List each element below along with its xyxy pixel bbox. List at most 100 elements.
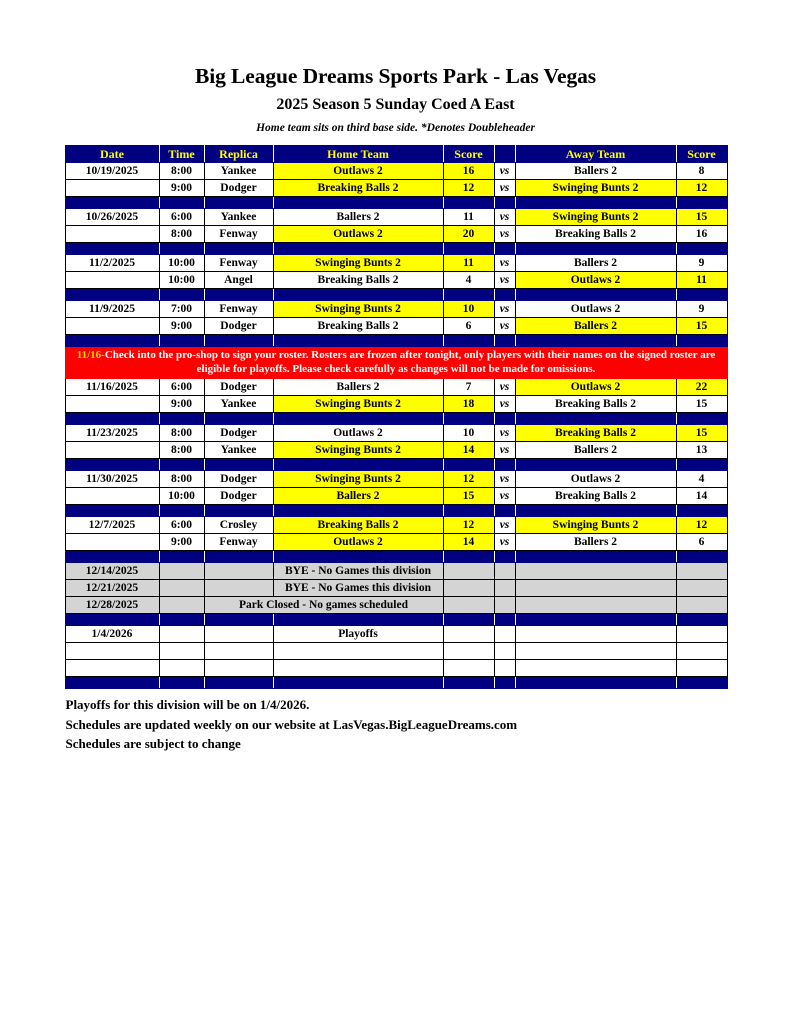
cell-vs-label: vs: [493, 424, 516, 443]
bye-row: 12/28/2025 Park Closed - No games schedul…: [64, 596, 728, 615]
cell-replica: Yankee: [203, 441, 274, 460]
spacer-cell: [158, 676, 205, 690]
cell-vs-label: vs: [493, 300, 516, 319]
spacer-cell: [675, 504, 728, 518]
cell-vs-label: vs: [493, 271, 516, 290]
spacer-cell: [675, 676, 728, 690]
cell-date: 11/23/2025: [64, 424, 160, 443]
cell-away-team: Ballers 2: [514, 254, 677, 273]
table-row: 11/16/2025 6:00 Dodger Ballers 2 7 vs Outlaws …: [64, 378, 728, 397]
table-spacer-row: [64, 504, 728, 518]
cell-home-team: Ballers 2: [272, 208, 444, 227]
cell-time: 10:00: [158, 487, 205, 506]
spacer-cell: [442, 458, 495, 472]
cell-vs-label: [493, 562, 516, 581]
cell-vs-label: vs: [493, 225, 516, 244]
spacer-cell: [64, 288, 160, 302]
spacer-cell: [158, 504, 205, 518]
spacer-cell: [493, 288, 516, 302]
page-title: Big League Dreams Sports Park - Las Vega…: [194, 64, 597, 88]
cell-home-score: 11: [442, 254, 495, 273]
cell-home-score: 18: [442, 395, 495, 414]
cell-time: 6:00: [158, 516, 205, 535]
cell-home-score: 15: [442, 487, 495, 506]
cell-vs-label: vs: [493, 470, 516, 489]
cell-home-team: Outlaws 2: [272, 424, 444, 443]
cell-home-team: Outlaws 2: [272, 533, 444, 552]
cell-bye-text: Park Closed - No games scheduled: [203, 596, 444, 615]
cell-time: [158, 625, 205, 644]
cell-time: 9:00: [158, 395, 205, 414]
cell-away-score: 15: [675, 424, 728, 443]
cell-home-score: [442, 596, 495, 615]
cell-replica: Dodger: [203, 378, 274, 397]
cell-away-team: [514, 579, 677, 598]
cell-home-team: Swinging Bunts 2: [272, 395, 444, 414]
cell-vs-label: vs: [493, 162, 516, 181]
cell-home-score: 10: [442, 424, 495, 443]
cell-home-team: Breaking Balls 2: [272, 317, 444, 336]
cell-date: 11/2/2025: [64, 254, 160, 273]
cell-time: 8:00: [158, 470, 205, 489]
cell-time: 9:00: [158, 179, 205, 198]
cell-time: 8:00: [158, 424, 205, 443]
spacer-cell: [514, 458, 677, 472]
cell-away-score: 9: [675, 300, 728, 319]
spacer-cell: [675, 412, 728, 426]
cell-date: [64, 225, 160, 244]
spacer-cell: [272, 242, 444, 256]
table-header-row: Date Time Replica Home Team Score Away Team Sc…: [64, 145, 728, 164]
table-row: 11/23/2025 8:00 Dodger Outlaws 2 10 vs Breakin…: [64, 424, 728, 443]
table-row: 10/26/2025 6:00 Yankee Ballers 2 11 vs Swingin…: [64, 208, 728, 227]
cell-home-score: 6: [442, 317, 495, 336]
footer-line-playoffs: Playoffs for this division will be on 1/…: [65, 697, 310, 713]
spacer-cell: [158, 288, 205, 302]
table-spacer-row: [64, 288, 728, 302]
cell-away-score: 15: [675, 208, 728, 227]
cell-away-score: 9: [675, 254, 728, 273]
cell-date: [64, 395, 160, 414]
spacer-cell: [64, 613, 160, 627]
cell-home-score: 20: [442, 225, 495, 244]
cell-away-team: Ballers 2: [514, 441, 677, 460]
spacer-cell: [493, 613, 516, 627]
spacer-cell: [675, 242, 728, 256]
cell-replica: Yankee: [203, 208, 274, 227]
empty-cell: [272, 659, 444, 678]
spacer-cell: [64, 412, 160, 426]
footer-line-subject-to-change: Schedules are subject to change: [65, 736, 241, 752]
table-spacer-row: [64, 196, 728, 210]
cell-home-team: Ballers 2: [272, 487, 444, 506]
cell-away-score: 12: [675, 179, 728, 198]
empty-cell: [158, 642, 205, 661]
empty-row: [64, 659, 728, 678]
spacer-cell: [272, 676, 444, 690]
spacer-cell: [64, 242, 160, 256]
cell-date: 11/30/2025: [64, 470, 160, 489]
cell-replica: Dodger: [203, 179, 274, 198]
cell-vs-label: vs: [493, 487, 516, 506]
cell-home-score: 10: [442, 300, 495, 319]
empty-cell: [158, 659, 205, 678]
empty-cell: [64, 659, 160, 678]
cell-away-team: Outlaws 2: [514, 378, 677, 397]
cell-vs-label: vs: [493, 441, 516, 460]
cell-home-team: Swinging Bunts 2: [272, 470, 444, 489]
cell-vs-label: vs: [493, 208, 516, 227]
bye-row: 12/21/2025 BYE - No Games this division: [64, 579, 728, 598]
spacer-cell: [272, 504, 444, 518]
roster-notice-row: 11/16-Check into the pro-shop to sign yo…: [64, 346, 728, 380]
header-date: Date: [64, 145, 160, 164]
cell-date: [64, 487, 160, 506]
cell-date: 11/9/2025: [64, 300, 160, 319]
spacer-cell: [442, 676, 495, 690]
cell-home-team: Swinging Bunts 2: [272, 254, 444, 273]
footer-notes: Playoffs for this division will be on 1/…: [64, 695, 728, 754]
spacer-cell: [675, 196, 728, 210]
cell-home-team: Outlaws 2: [272, 225, 444, 244]
cell-time: 9:00: [158, 317, 205, 336]
spacer-cell: [514, 504, 677, 518]
spacer-cell: [272, 550, 444, 564]
spacer-cell: [203, 242, 274, 256]
